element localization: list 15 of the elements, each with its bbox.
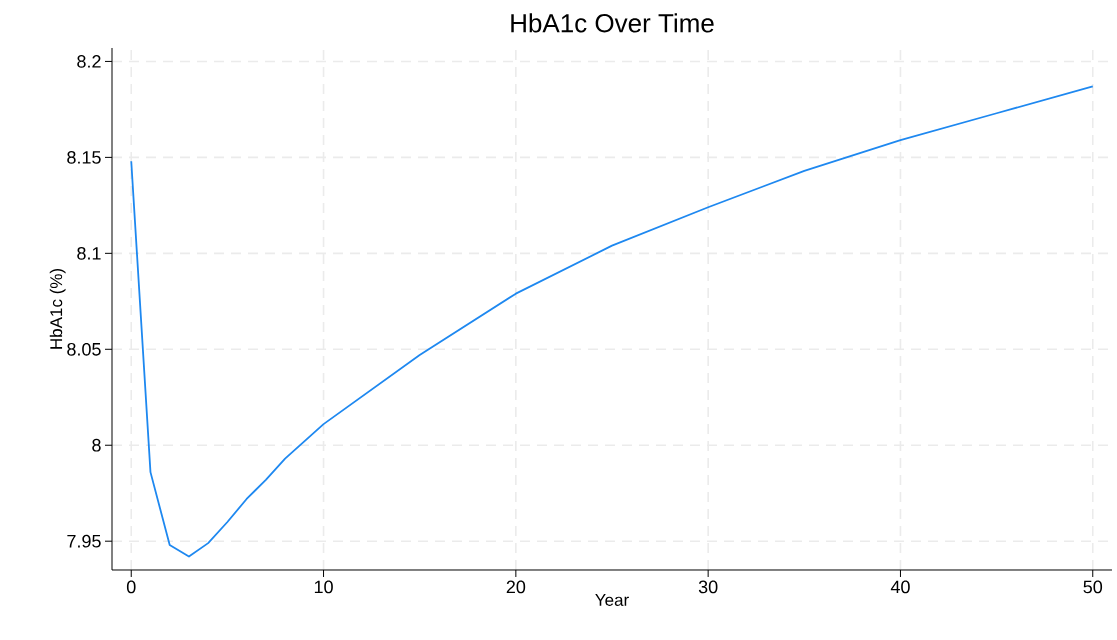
y-tick-label: 8.15: [67, 151, 101, 164]
y-axis-title: HbA1c (%): [49, 268, 66, 349]
y-tick-label: 8: [92, 438, 101, 452]
chart-title: HbA1c Over Time: [511, 13, 714, 33]
x-tick-label: 50: [1083, 580, 1103, 594]
x-tick-label: 40: [890, 580, 910, 594]
x-axis-title: Year: [595, 594, 629, 606]
y-tick-label: 8.2: [77, 55, 101, 68]
y-tick-label: 8.1: [77, 246, 101, 260]
y-tick-label: 8.05: [67, 342, 101, 356]
x-tick-label: 20: [506, 580, 526, 594]
x-tick-label: 0: [126, 580, 136, 594]
x-tick-label: 30: [698, 580, 718, 594]
y-tick-label: 7.95: [67, 534, 101, 548]
x-tick-label: 10: [314, 580, 333, 594]
